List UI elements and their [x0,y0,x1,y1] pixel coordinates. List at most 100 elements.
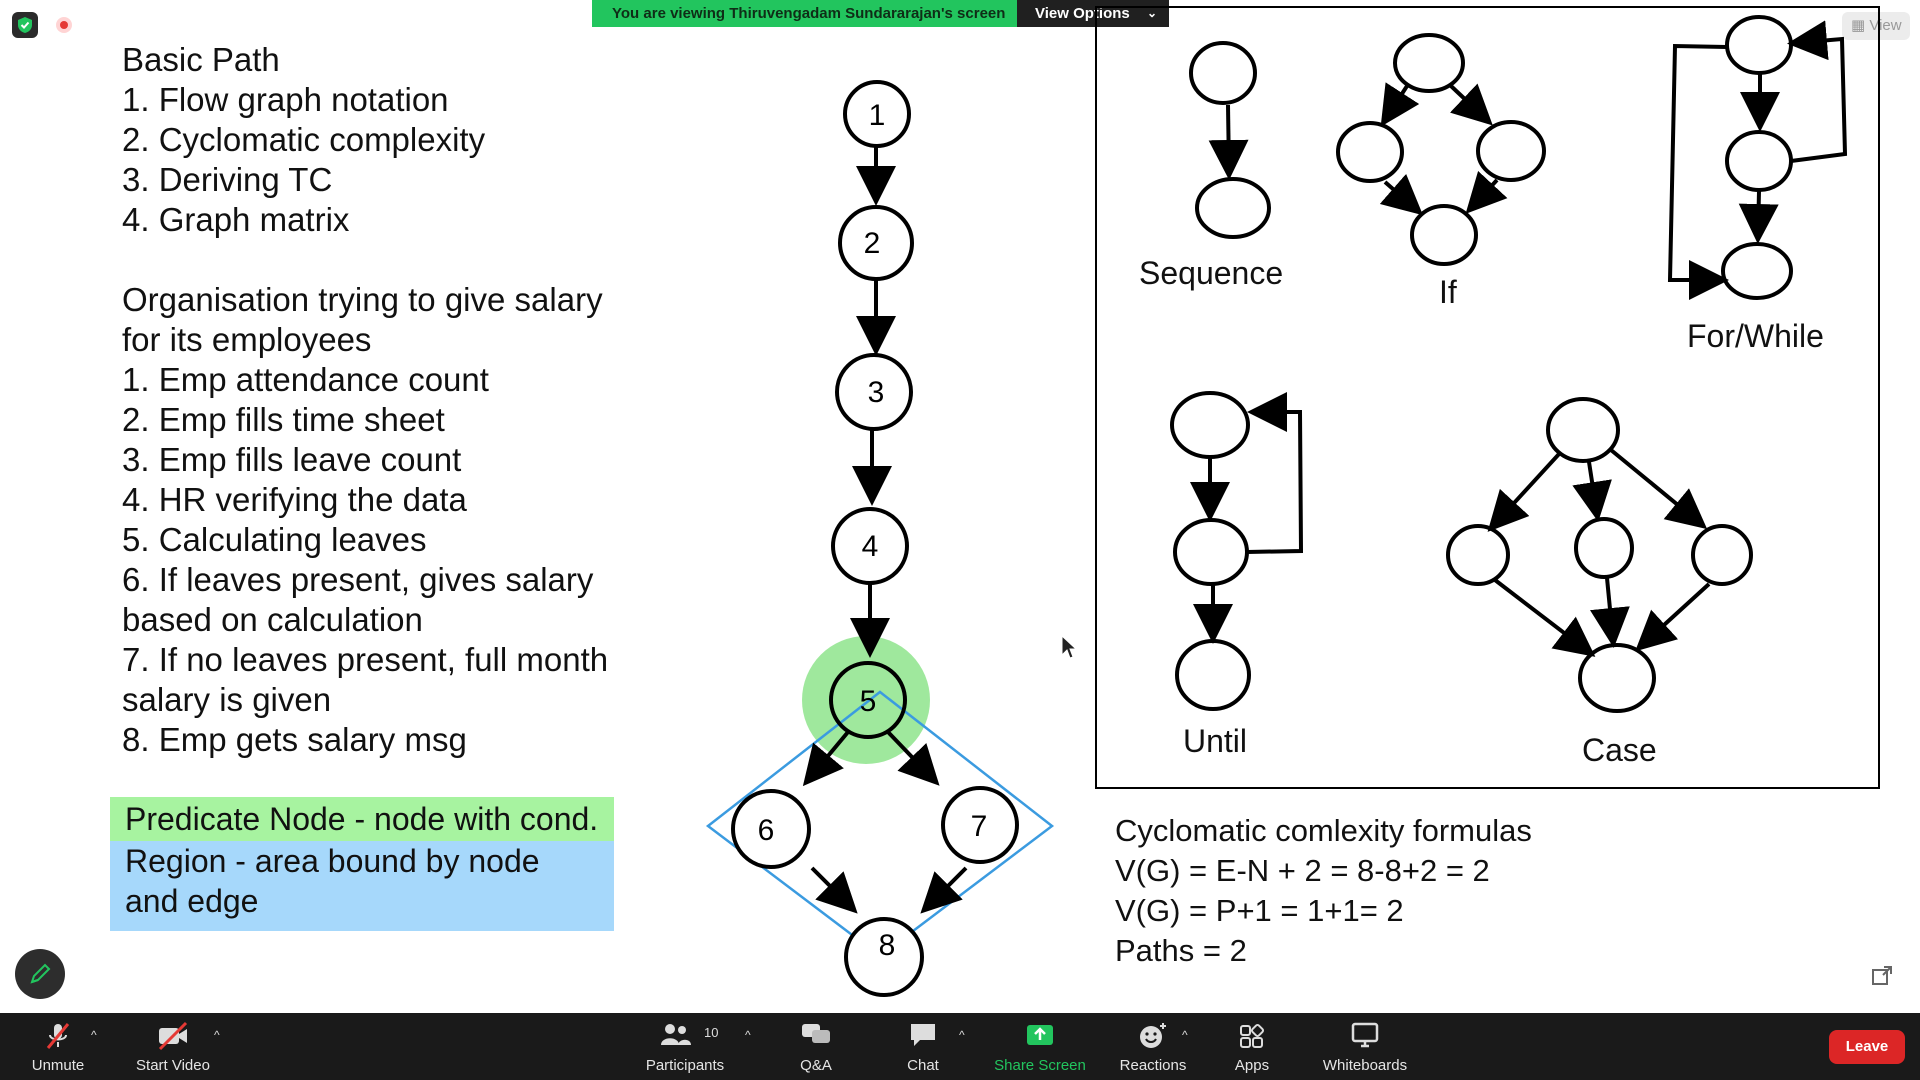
flow-node-5: 5 [829,661,907,739]
text-line: salary is given [122,681,332,718]
formula-line: Paths = 2 [1115,933,1247,968]
video-options-chevron-icon[interactable]: ^ [214,1028,220,1042]
flow-node-8: 8 [844,917,924,997]
pencil-icon [30,963,51,984]
annotate-pen-button[interactable] [15,949,65,999]
flow-node-label: 8 [879,929,896,962]
apps-button[interactable]: Apps [1222,1013,1282,1080]
flow-node-1: 1 [843,80,911,148]
slide-left-text: Basic Path 1. Flow graph notation 2. Cyc… [122,40,608,760]
flow-node-label: 6 [758,814,775,847]
share-screen-label: Share Screen [994,1057,1086,1074]
view-options-label: View Options [1035,5,1130,22]
flow-node-6: 6 [731,789,811,869]
flow-node-7: 7 [941,786,1019,864]
notation-label-if: If [1439,274,1457,310]
text-line: 6. If leaves present, gives salary [122,561,594,598]
share-screen-button[interactable]: Share Screen [990,1013,1090,1080]
text-line: 1. Emp attendance count [122,361,489,398]
notation-label-case: Case [1582,732,1657,768]
whiteboards-label: Whiteboards [1322,1057,1408,1074]
audio-options-chevron-icon[interactable]: ^ [91,1028,97,1042]
recording-icon[interactable] [56,17,72,33]
chat-label: Chat [907,1057,939,1074]
participants-button[interactable]: 10 Participants [638,1013,732,1080]
flow-node-label: 7 [971,810,988,843]
grid-icon: ▦ [1851,17,1866,34]
mouse-cursor-icon [1061,635,1077,659]
flow-notation-box [1095,6,1880,789]
text-line: 3. Emp fills leave count [122,441,462,478]
region-legend-text-2: and edge [125,883,259,919]
unmute-button[interactable]: Unmute [18,1013,98,1080]
reactions-button[interactable]: Reactions [1113,1013,1193,1080]
microphone-muted-icon [46,1023,70,1049]
flow-graph: 1 2 3 4 5 6 7 8 [705,80,1055,997]
notation-label-until: Until [1183,723,1247,759]
chat-icon [911,1024,935,1046]
participants-icon [660,1024,691,1045]
notation-label-for-while: For/While [1687,318,1824,354]
formulas-title: Cyclomatic comlexity formulas [1115,813,1532,848]
flow-node-4: 4 [831,507,909,585]
chat-button[interactable]: Chat [893,1013,953,1080]
chat-chevron-icon[interactable]: ^ [959,1028,965,1042]
region-legend-text-1: Region - area bound by node [125,843,540,879]
text-line: Basic Path [122,41,280,78]
formula-line: V(G) = E-N + 2 = 8-8+2 = 2 [1115,853,1490,888]
text-line: 1. Flow graph notation [122,81,449,118]
predicate-highlight [802,636,930,764]
whiteboard-icon [1351,1022,1379,1048]
cyclomatic-formulas: Cyclomatic comlexity formulas V(G) = E-N… [1115,811,1532,971]
notation-label-sequence: Sequence [1139,255,1283,291]
text-line: 5. Calculating leaves [122,521,427,558]
text-line: 4. HR verifying the data [122,481,467,518]
text-line: Organisation trying to give salary [122,281,603,318]
meeting-toolbar [0,1013,1920,1080]
reactions-icon [1140,1023,1166,1048]
view-button[interactable]: ▦ View [1842,12,1910,40]
qa-button[interactable]: Q&A [786,1013,846,1080]
flow-node-label: 3 [868,376,885,409]
video-camera-off-icon [158,1021,188,1051]
apps-label: Apps [1234,1057,1270,1074]
flow-node-label: 1 [869,99,886,132]
formula-line: V(G) = P+1 = 1+1= 2 [1115,893,1404,928]
participants-chevron-icon[interactable]: ^ [745,1028,751,1042]
apps-icon [1240,1023,1265,1048]
reactions-label: Reactions [1119,1057,1187,1074]
security-shield-icon[interactable] [12,12,38,38]
text-line-blank [122,240,608,280]
text-line: 4. Graph matrix [122,201,350,238]
text-line: 3. Deriving TC [122,161,333,198]
reactions-chevron-icon[interactable]: ^ [1182,1028,1188,1042]
leave-button[interactable]: Leave [1829,1030,1905,1064]
text-line: for its employees [122,321,372,358]
flow-node-label: 2 [864,227,881,260]
participants-count: 10 [704,1025,719,1040]
flow-node-3: 3 [835,353,913,431]
text-line: 8. Emp gets salary msg [122,721,467,758]
qa-icon [802,1024,830,1043]
start-video-button[interactable]: Start Video [128,1013,218,1080]
chevron-down-icon: ⌄ [1146,6,1157,20]
notation-diagrams: Sequence If For/While Until Case [1139,15,1848,768]
whiteboards-button[interactable]: Whiteboards [1315,1013,1415,1080]
text-line: 7. If no leaves present, full month [122,641,609,678]
share-screen-icon [1027,1025,1053,1045]
view-label: View [1869,17,1902,34]
text-line: based on calculation [122,601,423,638]
view-options-button[interactable]: View Options ⌄ [1017,0,1169,27]
predicate-node-legend: Predicate Node - node with cond. [110,797,614,841]
unmute-label: Unmute [31,1057,85,1074]
viewing-banner: You are viewing Thiruvengadam Sundararaj… [592,0,1026,27]
participants-label: Participants [645,1057,725,1074]
qa-label: Q&A [800,1057,832,1074]
popout-icon[interactable] [1870,964,1894,988]
flow-node-2: 2 [838,205,914,281]
text-line: 2. Emp fills time sheet [122,401,445,438]
start-video-label: Start Video [136,1057,210,1074]
predicate-legend-text: Predicate Node - node with cond. [125,801,599,837]
region-legend: Region - area bound by node and edge [110,841,614,931]
flow-node-label: 5 [860,685,877,718]
